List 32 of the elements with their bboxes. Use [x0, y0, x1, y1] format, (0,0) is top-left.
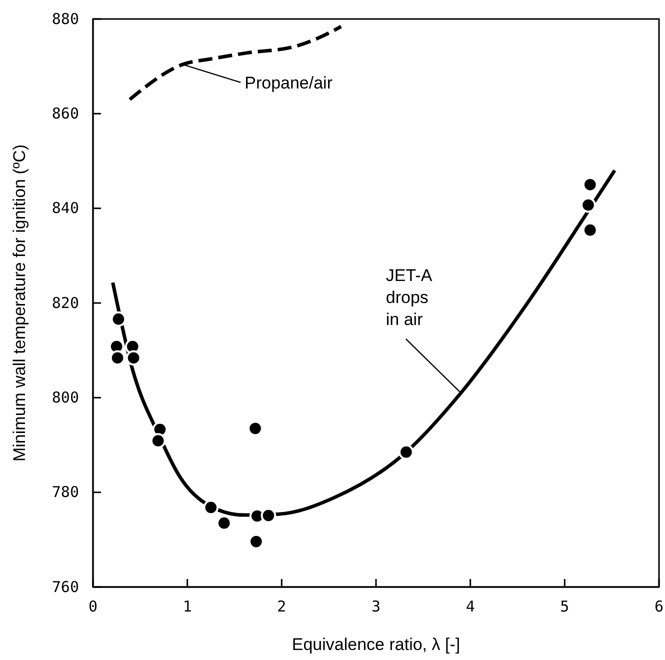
point [248, 534, 264, 550]
point [110, 311, 126, 327]
point [260, 508, 276, 524]
point [398, 444, 414, 460]
y-tick-label: 840 [52, 199, 79, 218]
y-tick-label: 800 [52, 388, 79, 406]
x-tick-label: 2 [277, 598, 286, 616]
point [110, 350, 126, 366]
point [580, 197, 596, 213]
line-series [128, 24, 343, 102]
y-tick-label: 760 [52, 578, 79, 596]
x-tick-label: 1 [182, 598, 192, 616]
point [150, 433, 166, 448]
x-tick-label: 4 [466, 598, 475, 616]
point [203, 500, 219, 516]
y-tick-label: 860 [52, 104, 79, 122]
y-tick-label: 880 [52, 10, 79, 28]
y-tick-label: 780 [52, 483, 79, 502]
x-tick-label: 3 [371, 598, 381, 616]
point [582, 177, 598, 192]
point [582, 222, 598, 238]
point [216, 515, 232, 531]
x-tick-label: 0 [88, 598, 98, 616]
x-tick-label: 5 [560, 598, 570, 616]
point [248, 420, 263, 436]
x-tick-label: 6 [654, 598, 664, 616]
x-axis-title: Equivalence ratio, λ [-] [292, 635, 460, 654]
annotation: Propane/air [244, 73, 333, 92]
point [126, 350, 142, 366]
y-axis-title: Minimum wall temperature for ignition (ºC) [10, 144, 29, 462]
y-tick-label: 820 [52, 294, 79, 312]
annotation: JET-A drops in air [386, 266, 433, 329]
